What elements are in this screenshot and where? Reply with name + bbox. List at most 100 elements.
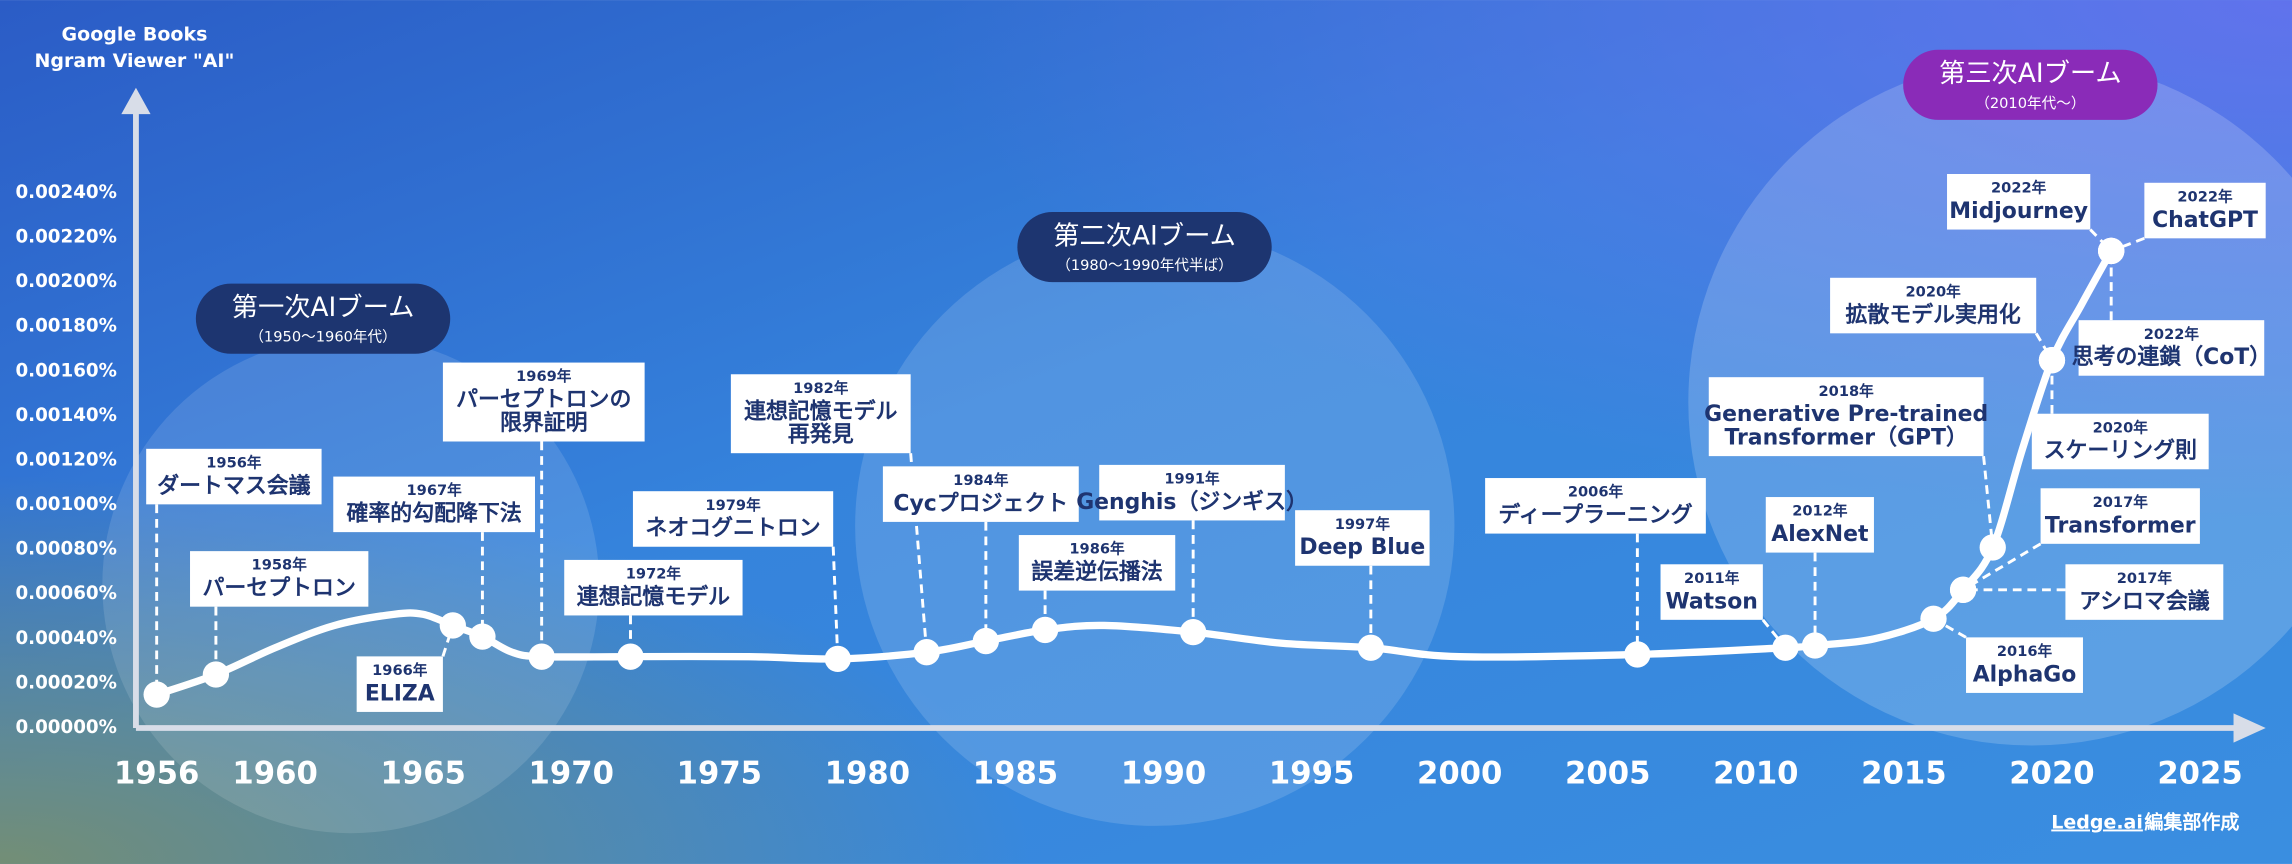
event-year: 1966年 [372,661,428,679]
y-tick-label: 0.00060% [15,583,117,604]
event-label: Midjourney [1949,199,2088,224]
event-dot [1624,641,1651,668]
event-year: 2020年 [1906,282,1962,300]
event-label: パーセプトロンの [456,388,631,413]
event-dot [528,643,555,670]
y-axis-arrow [121,87,151,115]
event-year: 2022年 [2177,187,2233,205]
connector [2089,228,2113,252]
event-year: 1997年 [1335,515,1391,533]
x-tick-label: 2010 [1713,756,1798,791]
event-year: 1967年 [406,481,462,499]
event-box [1966,637,2083,693]
event-box [1099,464,1285,521]
y-tick-label: 0.00080% [15,539,117,560]
event-box [1018,535,1176,591]
event-box [1947,174,2091,230]
connector [1962,542,2042,592]
event-year: 2016年 [1997,642,2053,660]
event-dot [2098,237,2125,265]
y-tick-label: 0.00180% [15,316,117,337]
x-tick-label: 1975 [677,756,762,791]
event-label: 誤差逆伝播法 [1031,559,1163,585]
event-dot [143,681,170,708]
event-year: 1958年 [252,556,308,574]
event-box [190,551,369,607]
event-dot [2038,347,2066,374]
event-dot [1357,634,1384,661]
event-label: Generative Pre-trained [1704,402,1988,427]
event-box [2078,320,2265,376]
event-box [2144,182,2266,239]
event-label: AlphaGo [1973,662,2077,687]
event-dot [1920,605,1947,632]
boom-name: 第三次AIブーム [1939,59,2122,89]
x-tick-label: 2000 [1417,756,1502,791]
event-label: 思考の連鎖（CoT） [2072,344,2271,370]
event-label: ELIZA [365,681,435,706]
y-tick-label: 0.00200% [15,271,117,292]
event-dot [972,627,1000,655]
event-label: 再発見 [788,423,854,448]
event-dot [202,661,230,688]
boom-area [855,226,1455,826]
event-dot [617,643,644,670]
event-year: 1979年 [705,496,761,514]
event-label: アシロマ会議 [2079,588,2210,614]
event-dot [1801,632,1829,659]
connector [2034,332,2054,361]
y-tick-label: 0.00160% [15,360,117,381]
event-box [1485,478,1706,534]
event-year: 2011年 [1684,569,1740,587]
credit: 編集部作成 [2144,811,2239,834]
x-tick-label: 2025 [2157,756,2242,791]
event-label: スケーリング則 [2044,438,2197,464]
event-year: 2012年 [1792,502,1848,520]
event-box [146,448,322,505]
event-box [333,476,535,533]
x-tick-label: 2015 [1861,756,1946,791]
event-dot [1949,576,1977,603]
x-tick-label: 1970 [529,756,614,791]
event-year: 2006年 [1568,483,1624,501]
boom-pill [1017,212,1272,283]
event-box [2040,488,2200,544]
event-dot [1180,618,1207,646]
event-label: Deep Blue [1299,535,1425,560]
event-year: 1972年 [626,565,682,583]
event-box [882,466,1079,522]
event-label: Transformer [2045,513,2196,538]
event-box [356,656,443,712]
event-label: 拡散モデル実用化 [1846,302,2021,328]
event-box [632,491,834,547]
event-dot [1772,634,1799,661]
x-tick-label: 1956 [114,756,199,791]
event-box [1708,377,1984,457]
x-tick-label: 2020 [2009,756,2094,791]
y-tick-label: 0.00000% [15,717,117,738]
event-label: 連想記憶モデル [744,398,897,424]
connector [831,546,840,659]
event-dot [913,639,940,666]
boom-period: （2010年代〜） [1975,95,2085,112]
event-box [564,559,743,616]
y-tick-label: 0.00040% [15,628,117,649]
boom-pill [1903,49,2158,120]
title-line: Ngram Viewer "AI" [35,50,235,72]
y-tick-label: 0.00120% [15,450,117,471]
event-year: 2022年 [2144,325,2200,343]
event-label: ネオコグニトロン [645,515,820,541]
event-label: 確率的勾配降下法 [347,501,522,527]
y-tick-label: 0.00140% [15,405,117,426]
event-year: 1991年 [1164,470,1220,488]
event-year: 1986年 [1069,540,1125,558]
x-tick-label: 1960 [232,756,317,791]
x-tick-label: 1990 [1121,756,1206,791]
event-year: 2022年 [1991,179,2047,197]
event-dot [439,612,466,639]
credit-link[interactable]: Ledge.ai [2051,812,2143,834]
boom-period: （1950〜1960年代） [249,329,396,346]
event-box [442,362,645,442]
event-box [730,374,911,454]
